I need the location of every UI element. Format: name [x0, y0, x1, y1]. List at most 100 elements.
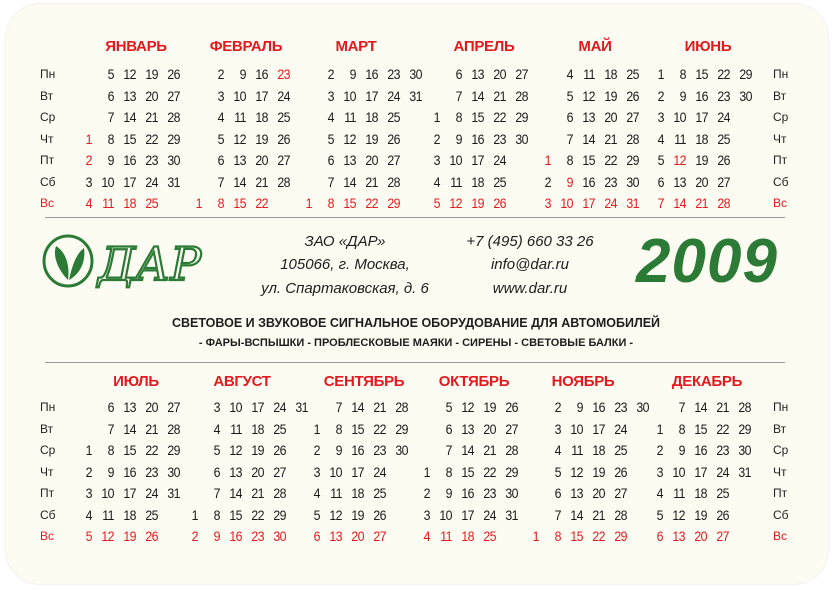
day-cell: 14 [233, 173, 246, 190]
day-cell: 19 [123, 528, 136, 544]
day-cell: 16 [365, 66, 378, 82]
day-cell: 31 [409, 87, 422, 104]
day-cell: 14 [123, 420, 136, 437]
day-cell: 29 [505, 463, 518, 480]
day-cell: 31 [167, 173, 180, 190]
day-cell: 1 [656, 420, 664, 437]
day-cell: 15 [229, 506, 242, 523]
day-cell: 6 [107, 87, 115, 104]
day-cell: 24 [277, 87, 290, 104]
day-cell: 6 [455, 66, 463, 82]
day-cell: 20 [255, 152, 268, 168]
day-cell: 20 [145, 87, 158, 104]
day-cell: 7 [107, 420, 115, 437]
day-cell: 12 [582, 87, 595, 104]
day-cell: 8 [455, 109, 463, 125]
day-cell: 23 [493, 130, 506, 147]
day-cell: 24 [493, 152, 506, 168]
calendar-card [6, 4, 828, 584]
day-cell: 19 [694, 506, 707, 523]
day-cell: 11 [102, 506, 114, 523]
day-cell: 20 [145, 399, 158, 415]
day-cell: 26 [493, 195, 506, 211]
day-cell: 31 [295, 399, 308, 415]
day-cell: 19 [365, 130, 378, 147]
day-cell: 10 [570, 420, 583, 437]
day-cell: 29 [738, 420, 751, 437]
day-cell: 9 [445, 485, 453, 501]
day-cell: 17 [695, 109, 708, 125]
day-cell: 2 [544, 173, 552, 190]
day-cell: 4 [554, 442, 562, 458]
day-cell: 9 [566, 173, 574, 190]
day-cell: 27 [373, 528, 386, 544]
day-cell: 25 [145, 195, 158, 211]
day-cell: 18 [695, 130, 708, 147]
month-name: ОКТЯБРЬ [438, 373, 510, 390]
day-cell: 23 [717, 87, 730, 104]
day-cell: 28 [717, 195, 730, 211]
weekday-label: Пн [773, 400, 789, 414]
month-name: АВГУСТ [213, 373, 271, 390]
company-website[interactable]: www.dar.ru [492, 280, 568, 297]
day-cell: 16 [471, 130, 484, 147]
day-cell: 25 [626, 66, 639, 82]
day-cell: 13 [672, 528, 685, 544]
day-cell: 15 [351, 420, 364, 437]
weekday-label: Ср [40, 443, 56, 457]
day-cell: 18 [694, 485, 707, 501]
day-cell: 3 [217, 87, 225, 104]
day-cell: 17 [255, 87, 268, 104]
day-cell: 8 [554, 528, 562, 544]
weekday-label: Вс [773, 529, 788, 543]
day-cell: 8 [327, 195, 335, 211]
day-cell: 2 [217, 66, 225, 82]
day-cell: 1 [544, 152, 552, 168]
day-cell: 28 [614, 506, 627, 523]
day-cell: 2 [85, 152, 93, 168]
day-cell: 20 [592, 485, 605, 501]
day-cell: 22 [145, 442, 158, 458]
day-cell: 9 [213, 528, 221, 544]
day-cell: 5 [445, 399, 453, 415]
weekday-label: Вс [773, 196, 788, 210]
day-cell: 25 [716, 485, 729, 501]
day-cell: 22 [716, 420, 729, 437]
day-cell: 30 [167, 463, 180, 480]
day-cell: 23 [145, 152, 158, 168]
weekday-label: Пт [773, 153, 788, 167]
day-cell: 30 [167, 152, 180, 168]
day-cell: 3 [657, 109, 665, 125]
day-cell: 15 [695, 66, 708, 82]
day-cell: 5 [213, 442, 221, 458]
day-cell: 1 [195, 195, 203, 211]
day-cell: 31 [738, 463, 751, 480]
day-cell: 10 [233, 87, 246, 104]
day-cell: 11 [571, 442, 583, 458]
day-cell: 26 [505, 399, 518, 415]
day-cell: 5 [217, 130, 225, 147]
day-cell: 29 [387, 195, 400, 211]
day-cell: 22 [493, 109, 506, 125]
day-cell: 18 [123, 195, 136, 211]
day-cell: 7 [107, 109, 115, 125]
day-cell: 4 [423, 528, 431, 544]
day-cell: 5 [656, 506, 664, 523]
day-cell: 20 [351, 528, 364, 544]
day-cell: 27 [614, 485, 627, 501]
day-cell: 18 [471, 173, 484, 190]
day-cell: 28 [273, 485, 286, 501]
day-cell: 28 [505, 442, 518, 458]
day-cell: 31 [505, 506, 518, 523]
day-cell: 18 [592, 442, 605, 458]
day-cell: 22 [604, 152, 617, 168]
day-cell: 1 [191, 506, 199, 523]
day-cell: 16 [582, 173, 595, 190]
day-cell: 11 [450, 173, 462, 190]
company-email[interactable]: info@dar.ru [490, 256, 570, 273]
day-cell: 2 [85, 463, 93, 480]
day-cell: 6 [656, 528, 664, 544]
day-cell: 2 [554, 399, 562, 415]
day-cell: 3 [544, 195, 552, 211]
day-cell: 30 [738, 442, 751, 458]
